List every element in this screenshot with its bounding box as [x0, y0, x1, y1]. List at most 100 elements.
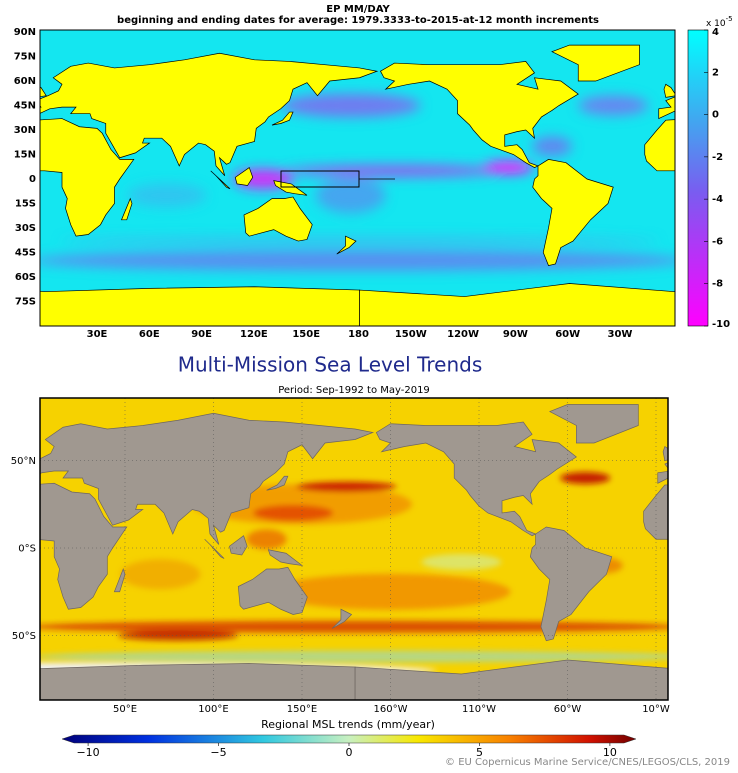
ocean-feature [59, 236, 660, 247]
x-tick-label: 30E [87, 329, 108, 340]
ocean-feature [246, 529, 287, 550]
land [0, 44, 675, 326]
ocean-feature [421, 554, 502, 570]
ocean-feature [40, 650, 668, 663]
landmass [40, 86, 47, 98]
landmass [271, 111, 294, 126]
landmass [266, 475, 289, 491]
landmass [380, 61, 579, 168]
landmass [331, 608, 353, 629]
landmass [657, 462, 668, 484]
map-subtitle: Period: Sep-1992 to May-2019 [278, 385, 430, 396]
y-tick-label: 50°S [12, 631, 36, 642]
ocean-feature [120, 559, 201, 590]
landmass [644, 119, 675, 172]
credit: © EU Copernicus Marine Service/CNES/LEGO… [445, 757, 730, 768]
landmass [643, 484, 668, 540]
x-tick-label: 160°W [374, 704, 408, 715]
y-tick-label: 45N [14, 101, 36, 112]
colorbar [61, 734, 637, 744]
ocean-feature [280, 93, 421, 118]
x-tick-label: 120E [240, 329, 268, 340]
ocean-feature [40, 620, 668, 633]
landmass [40, 482, 128, 610]
land [0, 404, 668, 700]
colorbar [687, 29, 709, 327]
y-tick-label: 0°S [18, 544, 36, 555]
colorbar-tick-label: 0 [712, 110, 719, 121]
x-tick-label: 60W [555, 329, 580, 340]
landmass [40, 663, 356, 700]
x-tick-label: 150W [395, 329, 427, 340]
ocean-feature [560, 472, 611, 484]
colorbar-tick-label: −10 [76, 746, 99, 759]
ocean-feature [270, 573, 511, 610]
landmass [529, 526, 613, 642]
colorbar-tick-label: -10 [712, 319, 730, 330]
colorbar-tick-label: 0 [346, 746, 353, 759]
x-tick-label: 30W [608, 329, 633, 340]
landmass [40, 412, 375, 545]
landmass [658, 96, 675, 120]
x-tick-label: 100°E [198, 704, 228, 715]
landmass [237, 566, 308, 615]
colorbar-tick-label: -6 [712, 236, 723, 247]
landmass [273, 180, 308, 196]
y-tick-label: 75N [14, 52, 36, 63]
landmass [210, 170, 231, 190]
colorbar-tick-label: −5 [210, 746, 226, 759]
landmass [662, 445, 668, 461]
y-tick-label: 15N [14, 150, 36, 161]
y-tick-label: 15S [15, 199, 36, 210]
x-tick-label: 180 [348, 329, 369, 340]
y-tick-label: 60N [14, 76, 36, 87]
landmass [204, 539, 225, 559]
x-tick-label: 60°W [554, 704, 582, 715]
scale-exponent: -5 [726, 15, 733, 23]
landmass [375, 421, 577, 537]
landmass [234, 167, 254, 186]
ocean-feature [315, 177, 386, 214]
y-tick-label: 0 [29, 174, 36, 185]
x-tick-label: 150°E [287, 704, 317, 715]
x-tick-label: 110°W [462, 704, 496, 715]
colorbar-tick-label: 5 [476, 746, 483, 759]
colorbar-tick-label: -4 [712, 194, 723, 205]
x-tick-label: 120W [447, 329, 479, 340]
colorbar-label: Regional MSL trends (mm/year) [261, 718, 435, 731]
ocean-feature [296, 481, 397, 492]
ocean-feature [532, 136, 572, 157]
landmass [267, 549, 304, 567]
scale-label: x 10 [706, 19, 726, 29]
map-subtitle: beginning and ending dates for average: … [117, 15, 599, 26]
landmass [551, 44, 640, 82]
landmass [532, 159, 614, 266]
ocean-feature [118, 630, 239, 641]
landmass [40, 118, 135, 237]
x-tick-label: 90W [503, 329, 528, 340]
landmass [40, 52, 379, 176]
precip-map [0, 30, 675, 326]
y-tick-label: 45S [15, 248, 36, 259]
x-tick-label: 10°W [642, 704, 670, 715]
map-frame [39, 397, 669, 701]
colorbar-tick-label: -2 [712, 152, 723, 163]
colorbar-tick-label: 2 [712, 67, 719, 78]
colorbar-tick-label: 4 [712, 27, 719, 38]
landmass [548, 404, 639, 444]
x-tick-label: 150E [292, 329, 320, 340]
landmass [0, 405, 1, 444]
landmass [0, 45, 10, 81]
ocean-feature [40, 250, 675, 271]
colorbar-tick-label: 10 [603, 746, 617, 759]
map-title: EP MM/DAY [326, 4, 390, 15]
landmass [120, 197, 133, 221]
map-frame [39, 29, 676, 327]
y-tick-label: 50°N [11, 456, 36, 467]
x-tick-label: 60E [139, 329, 160, 340]
y-tick-label: 30S [15, 223, 36, 234]
ocean-feature [253, 505, 334, 521]
graticule [40, 398, 668, 700]
sea-level-map [0, 398, 668, 700]
